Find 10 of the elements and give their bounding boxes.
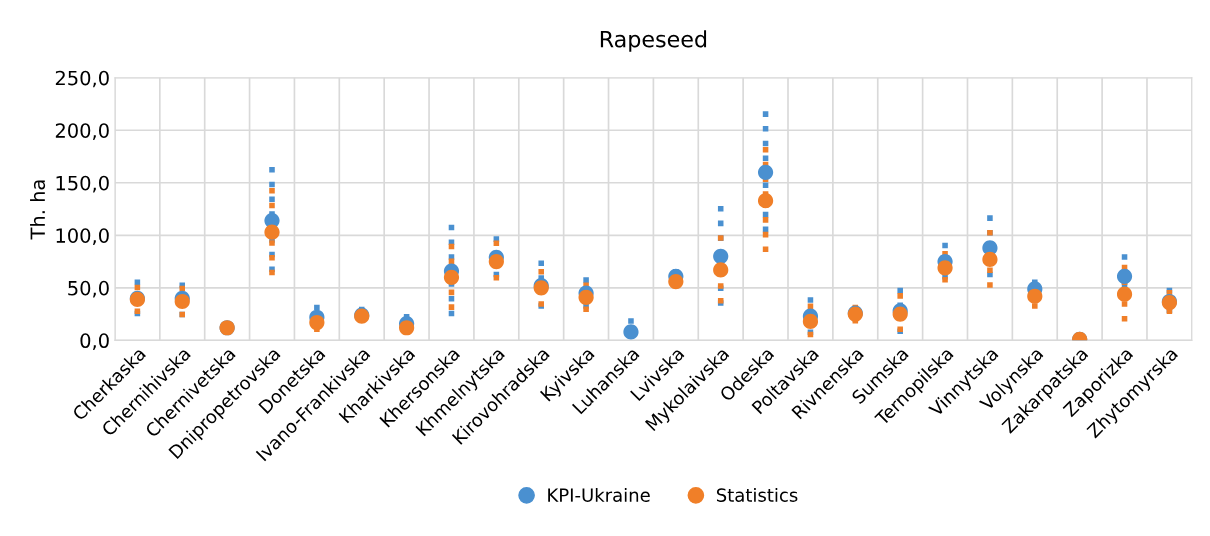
y-tick-label: 150,0 — [56, 175, 109, 193]
legend-label: KPI-Ukraine — [548, 487, 650, 502]
y-tick-label: 50,0 — [68, 280, 109, 298]
chart-title: Rapeseed — [600, 30, 707, 52]
y-tick-label: 0,0 — [80, 333, 109, 351]
y-tick-label: 200,0 — [55, 123, 109, 140]
y-axis-title: Th. ha — [30, 180, 46, 240]
y-tick-label: 250,0 — [55, 70, 109, 88]
y-tick-label: 100,0 — [56, 228, 109, 245]
legend-label: Statistics — [716, 487, 798, 502]
